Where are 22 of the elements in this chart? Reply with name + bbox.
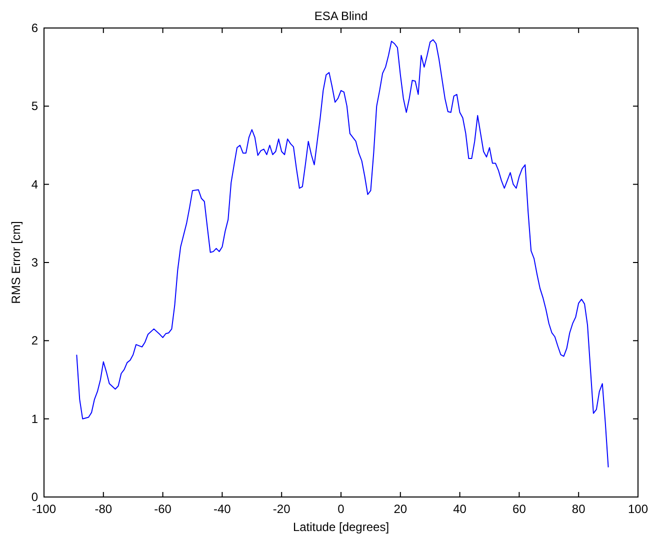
y-tick-label: 2 <box>31 334 38 348</box>
x-tick-label: 80 <box>572 502 586 516</box>
x-tick-label: -40 <box>214 502 232 516</box>
x-tick-label: 60 <box>512 502 526 516</box>
x-tick-label: -100 <box>32 502 56 516</box>
line-series <box>76 39 609 468</box>
x-tick-label: -80 <box>94 502 112 516</box>
y-tick-label: 0 <box>31 490 38 504</box>
x-tick-label: 40 <box>453 502 467 516</box>
y-tick-label: 1 <box>31 412 38 426</box>
chart-title: ESA Blind <box>314 9 368 23</box>
x-tick-label: -20 <box>272 502 291 516</box>
y-tick-label: 5 <box>31 99 38 114</box>
y-tick-label: 6 <box>31 21 38 35</box>
x-tick-label: 0 <box>338 502 345 516</box>
x-tick-label: 20 <box>394 502 408 516</box>
y-tick-label: 4 <box>31 177 38 192</box>
x-tick-label: -60 <box>154 502 172 516</box>
x-tick-label: 100 <box>628 502 648 516</box>
y-tick-label: 3 <box>31 256 38 270</box>
y-axis-title: RMS Error [cm] <box>9 221 23 304</box>
x-axis-title: Latitude [degrees] <box>292 520 390 534</box>
